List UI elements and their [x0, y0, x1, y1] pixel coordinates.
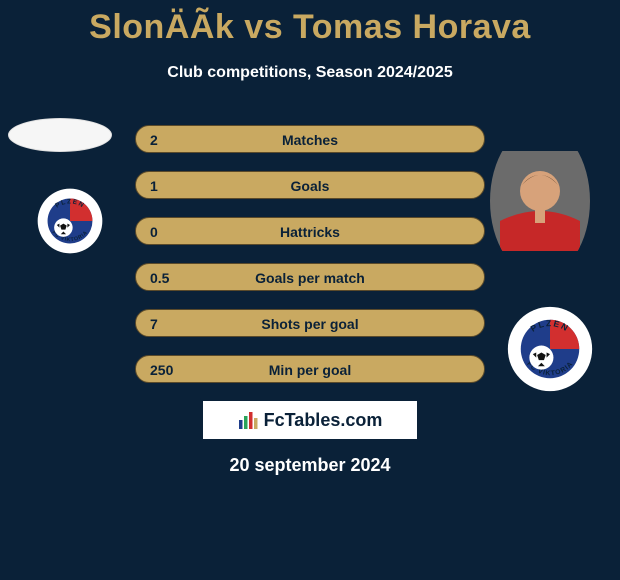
subtitle: Club competitions, Season 2024/2025 [0, 64, 620, 82]
plzen-badge-icon: PLZEN FC VIKTORIA [500, 306, 600, 392]
stat-bars: 2Matches 1Goals 0Hattricks 0.5Goals per mat… [135, 125, 485, 401]
stat-label: Hattricks [136, 218, 484, 246]
page-title: SlonÄÃ­k vs Tomas Horava [0, 8, 620, 47]
plzen-badge-icon: PLZEN FC VIKTORIA [37, 178, 103, 264]
stat-label: Shots per goal [136, 310, 484, 338]
stat-bar: 1Goals [135, 171, 485, 199]
brand-box[interactable]: FcTables.com [200, 398, 420, 442]
stat-bar: 250Min per goal [135, 355, 485, 383]
stat-label: Min per goal [136, 356, 484, 384]
stat-label: Matches [136, 126, 484, 154]
player2-club-badge: PLZEN FC VIKTORIA [500, 306, 600, 392]
player1-avatar-placeholder [8, 118, 112, 152]
player2-avatar [490, 125, 590, 277]
stat-label: Goals [136, 172, 484, 200]
player-photo-icon [490, 125, 590, 277]
comparison-card: SlonÄÃ­k vs Tomas Horava Club competitio… [0, 0, 620, 580]
brand-text: FcTables.com [264, 410, 383, 431]
stat-bar: 7Shots per goal [135, 309, 485, 337]
stat-bar: 0.5Goals per match [135, 263, 485, 291]
stat-bar: 2Matches [135, 125, 485, 153]
player1-club-badge: PLZEN FC VIKTORIA [37, 178, 103, 264]
brand-bars-icon [238, 410, 258, 430]
stat-bar: 0Hattricks [135, 217, 485, 245]
stat-label: Goals per match [136, 264, 484, 292]
date-line: 20 september 2024 [0, 455, 620, 476]
